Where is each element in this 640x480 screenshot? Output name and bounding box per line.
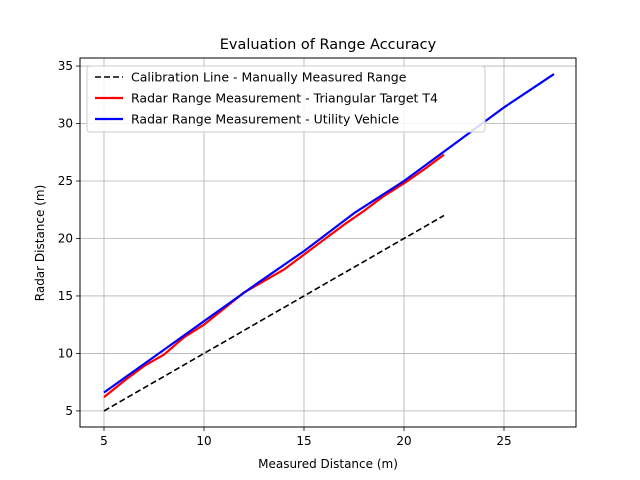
plot-frame [79,57,577,428]
y-tick-label-0: 5 [65,404,73,418]
x-tick-label-1: 10 [196,434,211,448]
x-axis-label: Measured Distance (m) [258,457,398,471]
series-line-0 [103,214,445,412]
y-tick-label-5: 30 [58,117,73,131]
series-line-1 [103,153,445,398]
y-tick-label-6: 35 [58,59,73,73]
y-axis-label: Radar Distance (m) [33,185,47,301]
ticks: 5 10 15 20 25 5 10 15 20 25 30 35 [58,59,512,448]
chart-title: Evaluation of Range Accuracy [220,37,437,53]
y-tick-label-3: 20 [58,231,73,245]
x-tick-label-3: 20 [396,434,411,448]
legend-box [86,65,486,133]
x-tick-label-0: 5 [100,434,108,448]
legend-label-1: Radar Range Measurement - Triangular Tar… [131,91,438,106]
legend: Calibration Line - Manually Measured Ran… [86,65,486,133]
legend-label-2: Radar Range Measurement - Utility Vehicl… [131,112,399,127]
x-tick-label-4: 25 [496,434,511,448]
y-tick-label-1: 10 [58,346,73,360]
y-tick-label-2: 15 [58,289,73,303]
x-tick-label-2: 15 [296,434,311,448]
y-tick-label-4: 25 [58,174,73,188]
legend-label-0: Calibration Line - Manually Measured Ran… [131,70,407,85]
